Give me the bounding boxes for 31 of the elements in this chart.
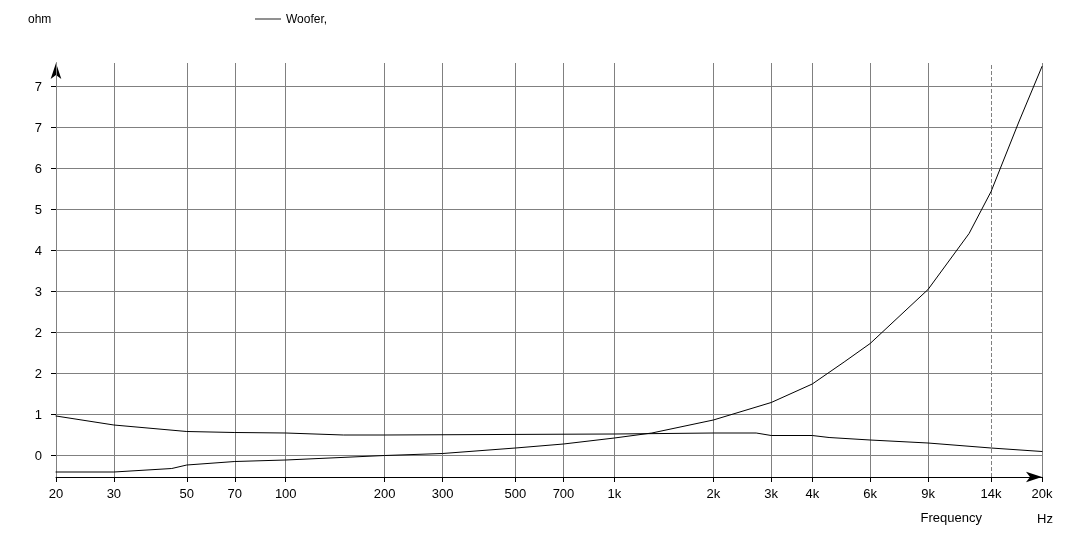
text: Hz bbox=[1037, 511, 1053, 526]
x-tick-label: 50 bbox=[179, 486, 195, 501]
y-tick-label: 2 bbox=[34, 365, 42, 381]
x-tick-label: 14k bbox=[980, 486, 1003, 501]
y-tick-label: 4 bbox=[34, 242, 42, 258]
x-tick-label: 500 bbox=[504, 486, 527, 501]
x-tick-label: 4k bbox=[805, 486, 820, 501]
x-tick-label: 3k bbox=[764, 486, 779, 501]
x-tick-label: 6k bbox=[863, 486, 878, 501]
x-tick-label: 700 bbox=[552, 486, 575, 501]
x-tick-label: 30 bbox=[106, 486, 122, 501]
y-tick-label: 1 bbox=[34, 406, 42, 422]
x-tick-label: 70 bbox=[227, 486, 243, 501]
y-tick-label: 7 bbox=[34, 119, 42, 135]
x-axis-title: Frequency bbox=[920, 510, 983, 525]
legend-label: Woofer, bbox=[286, 12, 328, 26]
y-tick-label: 6 bbox=[34, 160, 42, 176]
x-tick-label: 300 bbox=[431, 486, 454, 501]
x-tick-label: 200 bbox=[373, 486, 396, 501]
x-tick-label: 20k bbox=[1031, 486, 1053, 501]
y-axis-title: ohm bbox=[28, 12, 52, 26]
y-tick-label: 3 bbox=[34, 283, 42, 299]
x-tick-label: 1k bbox=[607, 486, 622, 501]
x-tick-label: 20 bbox=[48, 486, 64, 501]
x-tick-label: 9k bbox=[921, 486, 936, 501]
x-tick-label: 100 bbox=[274, 486, 297, 501]
y-tick-label: 0 bbox=[34, 447, 42, 463]
y-tick-label: 5 bbox=[34, 201, 42, 217]
x-tick-label: 2k bbox=[706, 486, 721, 501]
y-tick-label: 2 bbox=[34, 324, 42, 340]
y-tick-label: 7 bbox=[34, 78, 42, 94]
